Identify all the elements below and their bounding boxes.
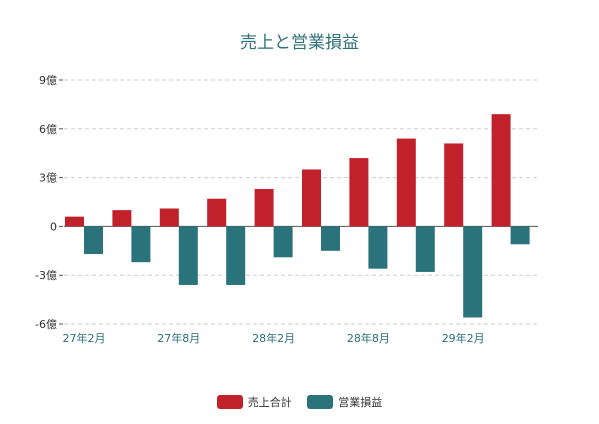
bar-operating-profit: [226, 226, 246, 285]
legend-item-sales[interactable]: 売上合計: [216, 394, 292, 410]
y-tick-label: 3億: [39, 172, 57, 185]
x-tick-label: 28年8月: [347, 331, 390, 345]
bar-operating-profit: [368, 226, 388, 269]
bar-sales: [112, 210, 132, 227]
bar-operating-profit: [273, 226, 293, 258]
legend-label-sales: 売上合計: [247, 396, 292, 409]
x-tick-label: 29年2月: [442, 331, 485, 345]
bar-operating-profit: [415, 226, 435, 272]
legend-label-operating-profit: 営業損益: [338, 396, 383, 409]
bar-operating-profit: [131, 226, 151, 263]
legend-swatch-operating-profit: [307, 395, 334, 409]
bar-sales: [254, 188, 274, 227]
bar-operating-profit: [178, 226, 198, 285]
bar-sales: [159, 208, 179, 227]
bar-operating-profit: [84, 226, 103, 255]
y-tick-label: -3億: [35, 269, 57, 282]
x-tick-label: 27年8月: [157, 331, 200, 345]
y-tick-label: 9億: [39, 74, 57, 87]
y-tick-label: -6億: [35, 318, 57, 331]
bar-sales: [302, 169, 321, 227]
legend-item-operating-profit[interactable]: 営業損益: [307, 394, 382, 410]
bar-sales: [349, 158, 369, 227]
x-tick-label: 27年2月: [63, 331, 106, 345]
bar-sales: [207, 198, 227, 227]
x-tick-label: 28年2月: [252, 331, 295, 345]
bar-operating-profit: [510, 226, 530, 245]
bar-sales: [396, 138, 416, 227]
bar-operating-profit: [463, 226, 483, 318]
legend: 売上合計 営業損益: [0, 394, 599, 412]
chart-title: 売上と営業損益: [240, 33, 359, 53]
bar-sales: [444, 143, 464, 227]
legend-swatch-sales: [216, 395, 243, 409]
bar-sales: [491, 114, 511, 227]
y-tick-label: 6億: [39, 123, 57, 136]
bar-sales: [65, 216, 84, 227]
axis-layer: 9億 6億 3億 0 -3億 -6億 27年2月 27年8月 28年2月 28年8月 29年2月: [35, 74, 485, 345]
y-tick-label: 0: [50, 220, 57, 233]
bars-layer: [65, 114, 530, 318]
bar-operating-profit: [321, 226, 340, 251]
